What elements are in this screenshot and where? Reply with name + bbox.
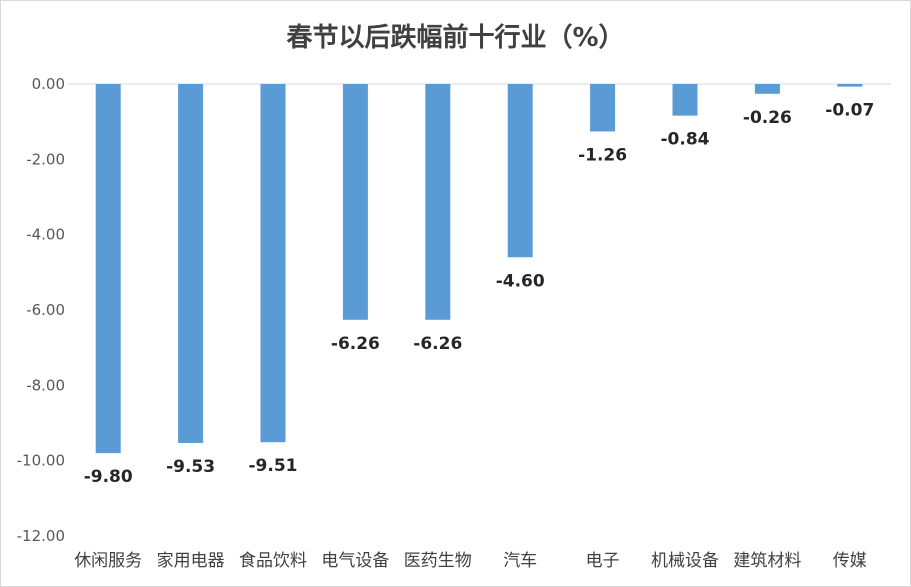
data-label: -9.53 <box>166 457 215 477</box>
data-label: -0.07 <box>825 101 874 121</box>
category-labels-group: 休闲服务 家用电器 食品饮料 电气设备 医药生物 汽车 电子 机械设备 建筑材料 传媒 <box>74 551 867 571</box>
category-label: 传媒 <box>833 551 867 571</box>
category-label: 休闲服务 <box>74 551 142 571</box>
bar <box>260 84 286 443</box>
category-label: 电子 <box>586 551 620 571</box>
bar <box>590 84 616 132</box>
category-label: 医药生物 <box>404 551 472 571</box>
data-label: -4.60 <box>496 271 545 291</box>
bar <box>754 84 780 94</box>
y-tick-label: -4.00 <box>26 226 65 244</box>
data-label: -0.26 <box>743 108 792 128</box>
data-label: -0.84 <box>661 130 710 150</box>
bar <box>178 84 204 443</box>
data-labels-group: -9.80 -9.53 -9.51 -6.26 -6.26 -4.60 -1.26 -0.84… <box>84 101 875 487</box>
data-label: -9.80 <box>84 467 133 487</box>
data-label: -9.51 <box>249 456 298 476</box>
bar <box>837 84 863 87</box>
y-tick-label: -2.00 <box>26 150 65 168</box>
data-label: -6.26 <box>331 334 380 354</box>
chart-title: 春节以后跌幅前十行业（%） <box>286 23 625 53</box>
y-tick-label: -12.00 <box>17 527 65 545</box>
category-label: 食品饮料 <box>239 551 307 571</box>
bars-group <box>95 84 863 454</box>
y-tick-label: -10.00 <box>17 452 65 470</box>
category-label: 电气设备 <box>321 551 389 571</box>
category-label: 建筑材料 <box>733 551 801 571</box>
bar <box>425 84 451 320</box>
category-label: 汽车 <box>503 551 537 571</box>
bar <box>507 84 533 258</box>
category-label: 家用电器 <box>157 551 225 571</box>
y-tick-label: -8.00 <box>26 376 65 394</box>
data-label: -1.26 <box>578 145 627 165</box>
y-tick-label: -6.00 <box>26 301 65 319</box>
bar <box>95 84 121 454</box>
bar <box>672 84 698 116</box>
data-label: -6.26 <box>413 334 462 354</box>
y-axis-ticks: 0.00 -2.00 -4.00 -6.00 -8.00 -10.00 -12.00 <box>17 75 65 545</box>
bar <box>342 84 368 320</box>
y-tick-label: 0.00 <box>32 75 65 93</box>
category-label: 机械设备 <box>651 551 719 571</box>
